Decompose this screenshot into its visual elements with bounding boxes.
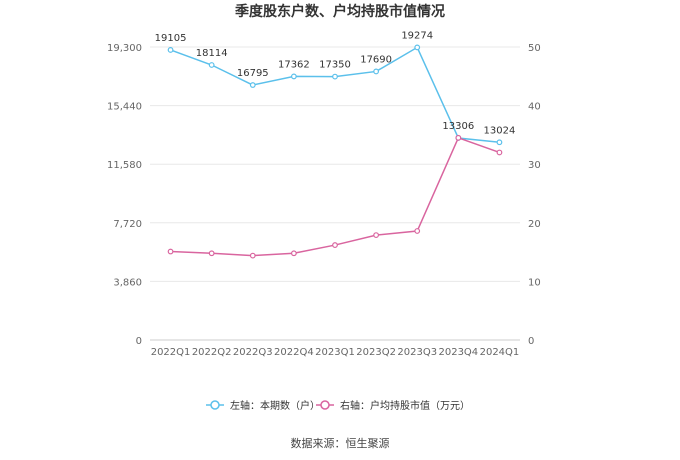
- data-label: 13306: [442, 121, 474, 132]
- series-layer: 19105 18114 16795 17362 17350 17690 19274 13306…: [155, 30, 516, 259]
- x-tick-label: 2023Q2: [356, 347, 396, 358]
- chart-title: 季度股东户数、户均持股市值情况: [234, 3, 445, 20]
- data-point: [414, 228, 421, 234]
- data-point: [332, 242, 338, 248]
- right-tick-label: 50: [528, 43, 541, 54]
- left-tick-label: 3,860: [113, 277, 142, 288]
- data-point: [208, 250, 215, 257]
- x-axis-ticks: 2022Q1 2022Q2 2022Q3 2022Q4 2023Q1 2023Q2 2023…: [151, 347, 520, 358]
- data-point: [167, 47, 174, 53]
- x-tick-label: 2024Q1: [480, 347, 520, 358]
- data-point: [249, 252, 256, 259]
- data-point: [249, 82, 256, 88]
- data-label: 17350: [319, 60, 351, 71]
- data-point: [414, 44, 421, 51]
- data-point: [167, 248, 174, 255]
- right-tick-label: 20: [528, 219, 541, 230]
- data-source: 数据来源：恒生聚源: [291, 436, 390, 450]
- data-point: [373, 232, 380, 239]
- legend-item-label: 左轴：本期数（户）: [230, 399, 320, 412]
- data-point: [496, 139, 503, 146]
- right-tick-label: 0: [528, 336, 534, 347]
- data-label: 17362: [278, 59, 310, 70]
- right-axis-ticks: 0 10 20 30 40 50: [528, 43, 541, 347]
- x-tick-label: 2022Q3: [233, 347, 273, 358]
- data-point: [496, 149, 503, 156]
- data-label: 16795: [237, 68, 269, 79]
- legend[interactable]: 左轴：本期数（户） 右轴：户均持股市值（万元）: [206, 399, 470, 412]
- data-point: [332, 73, 338, 80]
- right-tick-label: 10: [528, 277, 541, 288]
- legend-marker: [320, 400, 330, 410]
- right-tick-label: 40: [528, 102, 541, 113]
- x-tick-label: 2023Q3: [397, 347, 437, 358]
- x-tick-label: 2022Q2: [192, 347, 232, 358]
- x-tick-label: 2022Q4: [274, 347, 314, 358]
- data-label: 19105: [155, 33, 187, 44]
- left-tick-label: 15,440: [107, 102, 142, 113]
- left-axis-ticks: 0 3,860 7,720 11,580 15,440 19,300: [107, 43, 142, 347]
- data-point: [455, 134, 462, 141]
- right-tick-label: 30: [528, 160, 541, 171]
- data-label: 19274: [401, 30, 433, 41]
- series-line-2: [170, 136, 500, 257]
- left-tick-label: 11,580: [107, 160, 142, 171]
- data-point: [208, 62, 215, 68]
- x-tick-label: 2022Q1: [151, 347, 191, 358]
- legend-item-label: 右轴：户均持股市值（万元）: [340, 399, 470, 412]
- x-tick-label: 2023Q4: [438, 347, 478, 358]
- data-point: [290, 73, 297, 80]
- grid-lines: [150, 46, 520, 341]
- data-label: 17690: [360, 54, 392, 65]
- legend-marker: [210, 400, 220, 410]
- left-tick-label: 7,720: [113, 219, 142, 230]
- data-point: [290, 250, 297, 257]
- x-tick-label: 2023Q1: [315, 347, 355, 358]
- left-tick-label: 19,300: [107, 43, 142, 54]
- data-point: [373, 68, 380, 75]
- data-label: 13024: [484, 125, 516, 136]
- data-label: 18114: [196, 48, 228, 59]
- left-tick-label: 0: [136, 336, 142, 347]
